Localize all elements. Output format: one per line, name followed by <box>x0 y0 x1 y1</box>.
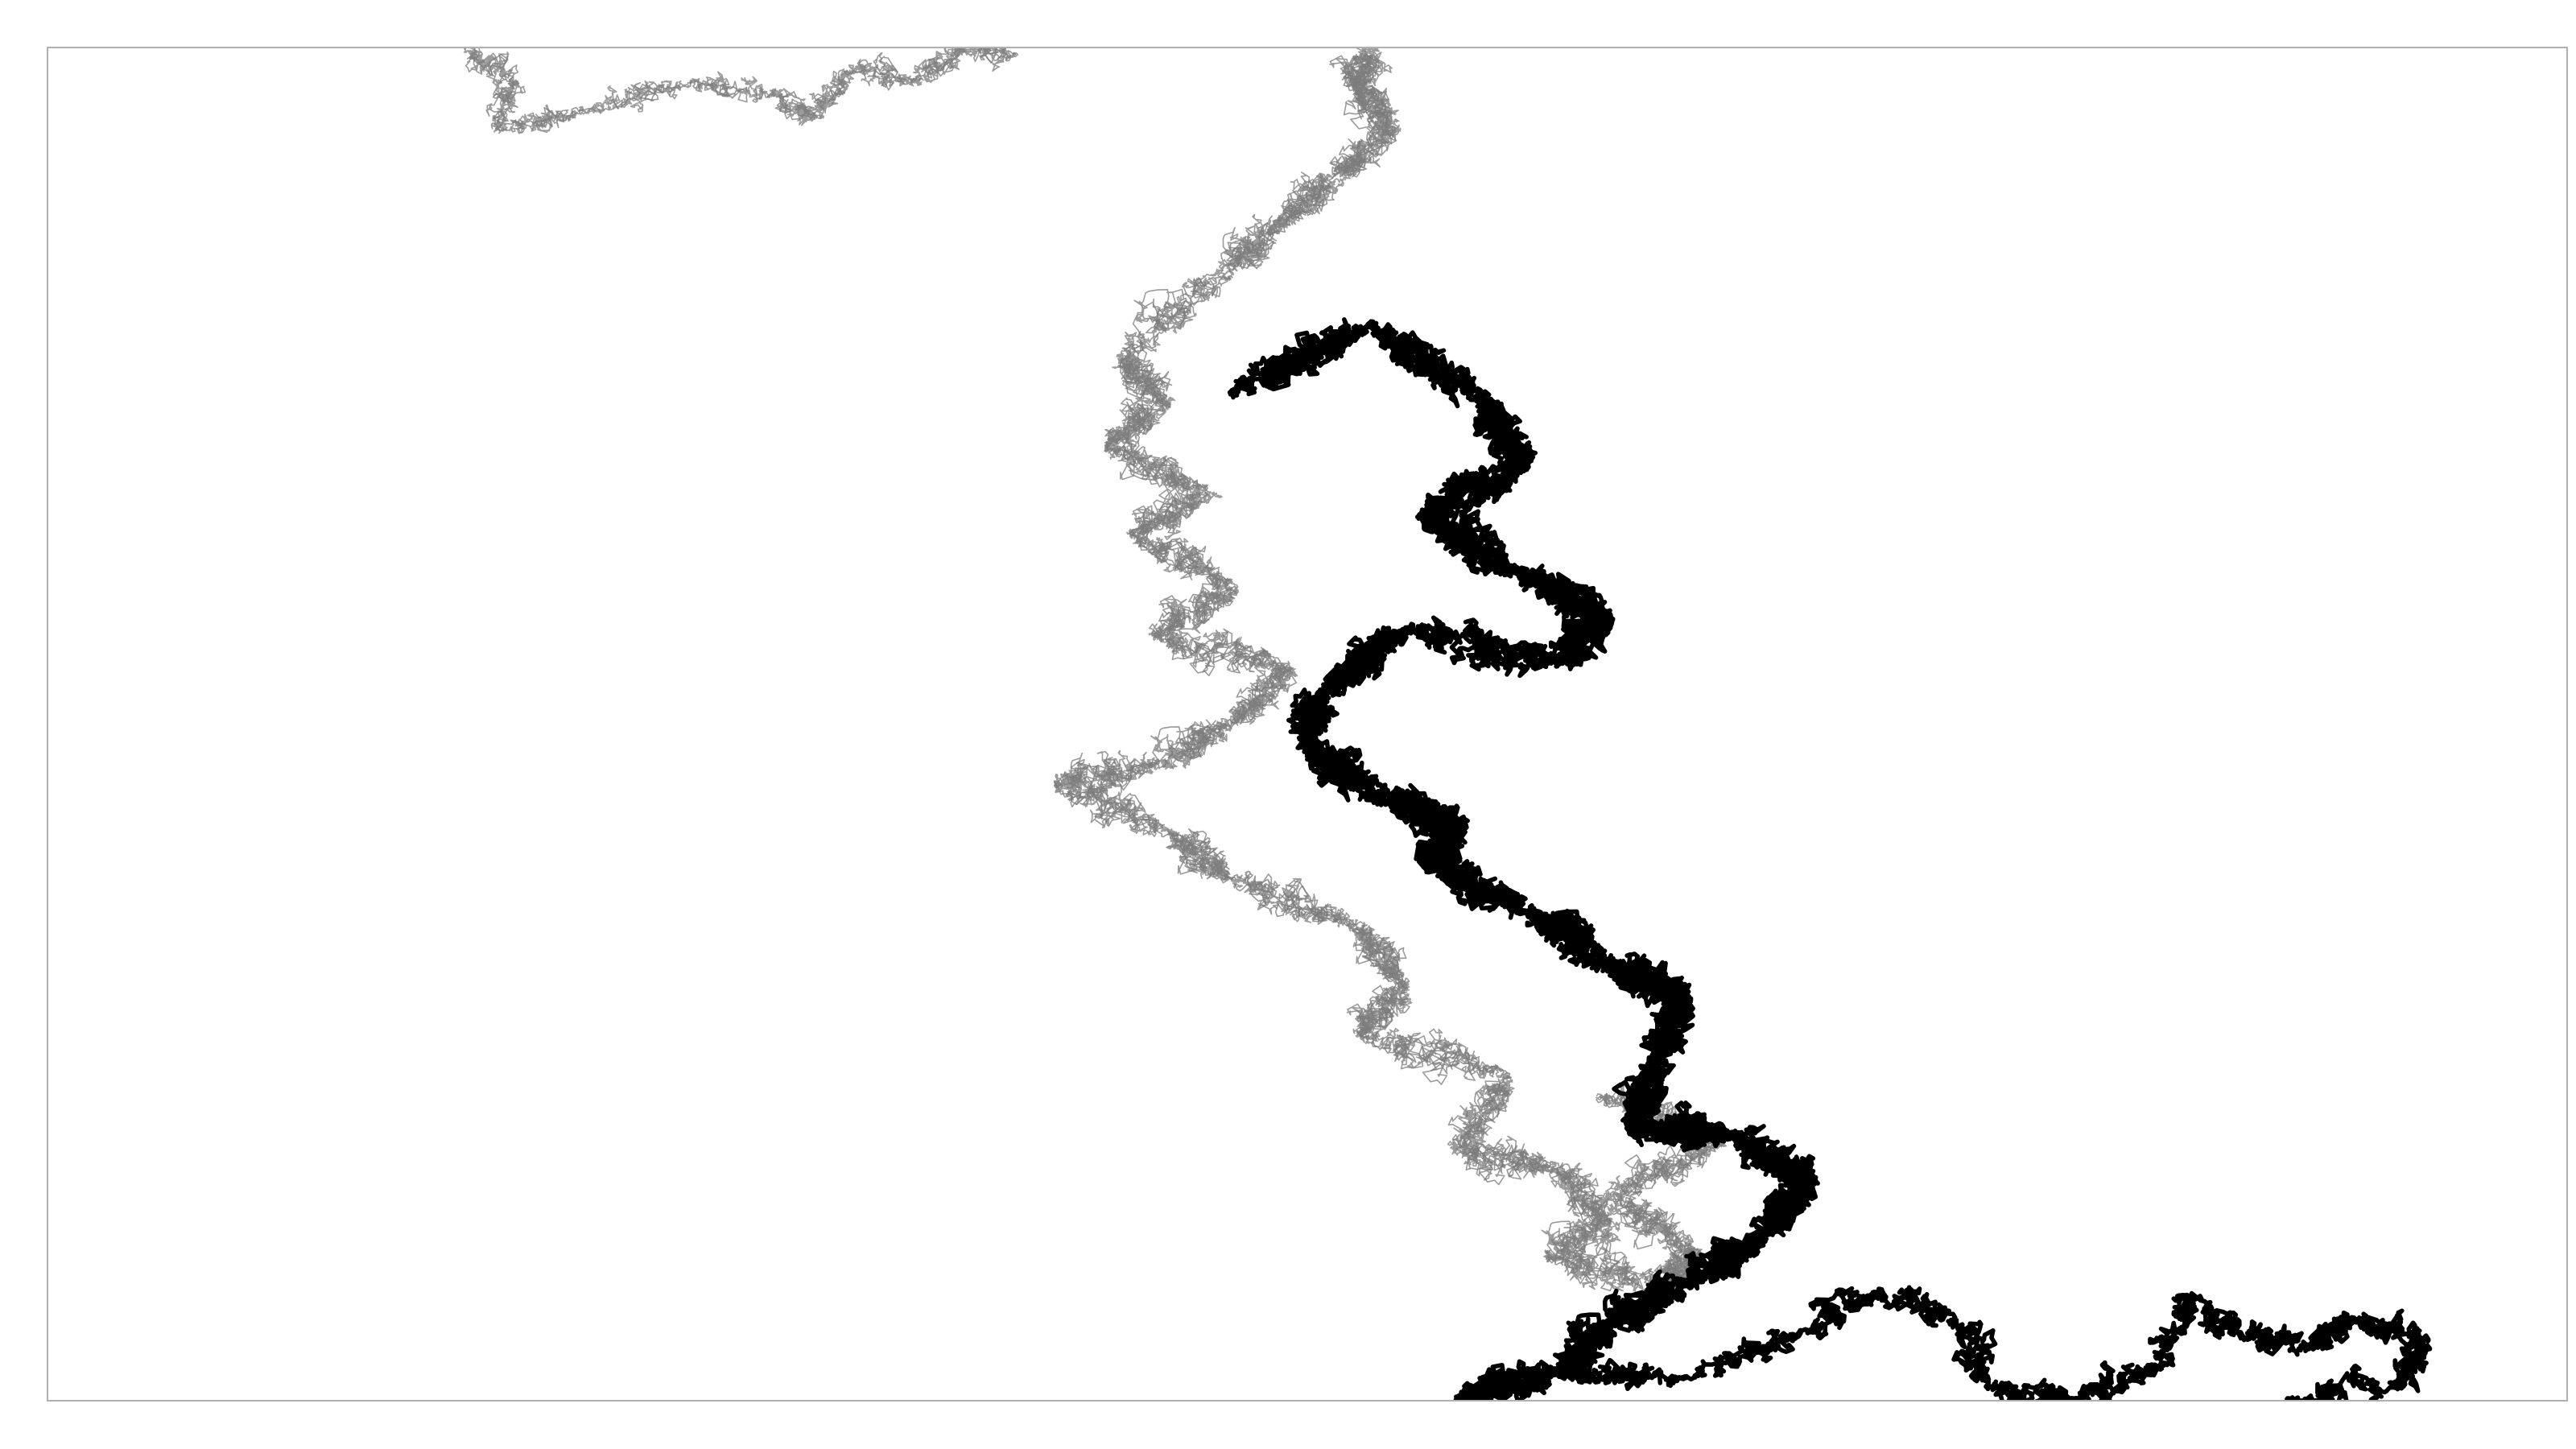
walk-line-2-1 <box>1227 321 1820 1400</box>
plot-frame <box>47 47 2568 1402</box>
walk-line-3-0 <box>1556 1285 2433 1400</box>
series-thick-black-tail <box>1556 1285 2433 1400</box>
walk-line-0-1 <box>1055 49 1722 1294</box>
series-layer <box>463 48 2433 1400</box>
series-thick-black <box>1227 317 1820 1400</box>
walk-line-1-1 <box>463 48 1018 134</box>
walk-line-0-2 <box>1054 52 1728 1289</box>
series-thin-gray-fragment <box>463 48 1019 134</box>
series-thin-gray <box>1053 48 1728 1294</box>
